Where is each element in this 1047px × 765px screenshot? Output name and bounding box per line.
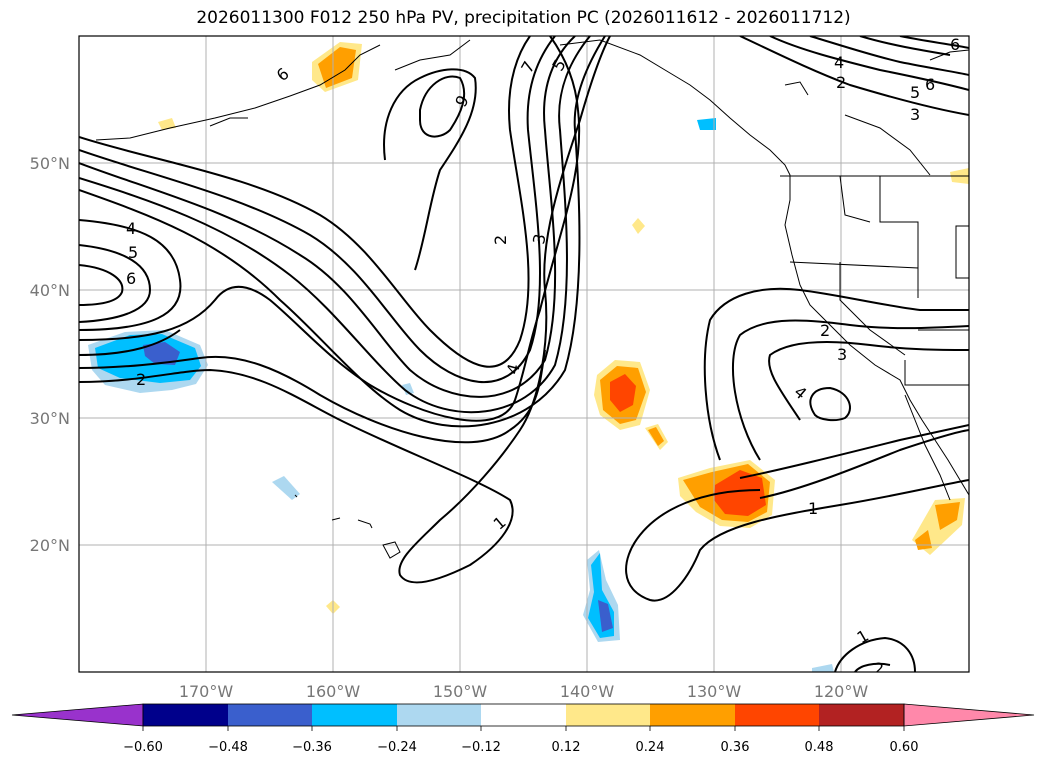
pv-contours (79, 36, 969, 672)
contour-label: 2 (820, 321, 830, 340)
lon-label: 130°W (687, 682, 742, 701)
precip-negative-shading (88, 118, 834, 672)
colorbar-extend-high (903, 703, 1035, 727)
contour-label: 6 (126, 269, 136, 288)
colorbar-tick-label: −0.36 (292, 740, 332, 755)
lat-label: 20°N (30, 536, 70, 555)
contour-label: 2 (874, 659, 884, 678)
colorbar-tick-label: −0.24 (377, 740, 417, 755)
colorbar-tick-label: −0.12 (461, 740, 501, 755)
contour-label: 6 (950, 35, 960, 54)
colorbar-tick-label: 0.60 (890, 740, 919, 755)
colorbar-tick-label: 0.24 (636, 740, 665, 755)
lon-label: 140°W (560, 682, 615, 701)
contour-label: 5 (128, 243, 138, 262)
contour-label: 3 (529, 232, 549, 245)
colorbar-tick-label: 0.36 (721, 740, 750, 755)
colorbar: −0.60 −0.48 −0.36 −0.24 −0.12 0.12 0.24 … (11, 703, 1035, 755)
lon-label: 150°W (433, 682, 488, 701)
graticule (79, 36, 969, 672)
contour-label: 2 (136, 370, 146, 389)
lon-label: 170°W (179, 682, 234, 701)
contour-label: 4 (834, 53, 844, 72)
contour-label: 2 (836, 73, 846, 92)
contour-label: 3 (910, 105, 920, 124)
lon-label: 120°W (814, 682, 869, 701)
coastlines (95, 39, 969, 559)
colorbar-segment (228, 704, 312, 726)
latitude-labels: 50°N 40°N 30°N 20°N (30, 154, 70, 555)
map-title: 2026011300 F012 250 hPa PV, precipitatio… (196, 8, 851, 28)
contour-label: 2 (491, 235, 510, 245)
colorbar-tick-label: −0.60 (123, 740, 163, 755)
contour-label: 6 (925, 75, 935, 94)
colorbar-segment (650, 704, 735, 726)
colorbar-segment (735, 704, 819, 726)
colorbar-segment (312, 704, 397, 726)
colorbar-tick-label: −0.48 (208, 740, 248, 755)
colorbar-extend-low (11, 703, 144, 727)
map-panel: 4 5 6 2 6 9 7 5 3 4 1 2 3 4 1 2 6 5 3 4 … (79, 35, 969, 678)
contour-label: 3 (837, 345, 847, 364)
colorbar-tick-label: 0.48 (805, 740, 834, 755)
colorbar-segment (819, 704, 904, 726)
colorbar-segment (481, 704, 566, 726)
colorbar-tick-label: 0.12 (552, 740, 581, 755)
contour-label: 4 (503, 362, 524, 377)
contour-label: 4 (126, 219, 136, 238)
colorbar-segment (143, 704, 228, 726)
precip-positive-shading (158, 42, 969, 614)
lat-label: 40°N (30, 281, 70, 300)
longitude-labels: 170°W 160°W 150°W 140°W 130°W 120°W (179, 682, 869, 701)
colorbar-segment (566, 704, 650, 726)
lat-label: 30°N (30, 409, 70, 428)
contour-label: 5 (910, 83, 920, 102)
lon-label: 160°W (306, 682, 361, 701)
contour-label: 1 (808, 499, 818, 518)
lat-label: 50°N (30, 154, 70, 173)
map-frame (78, 35, 970, 673)
colorbar-segment (397, 704, 481, 726)
